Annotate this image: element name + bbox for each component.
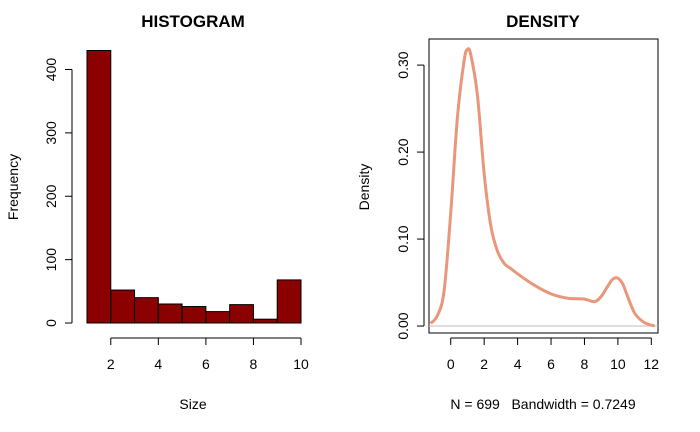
histogram-y-tick-label: 0 — [43, 319, 59, 327]
histogram-bar — [134, 297, 159, 324]
density-x-tick-label: 2 — [480, 356, 488, 372]
histogram-panel: HISTOGRAM Size Frequency 2 4 6 8 10 0 100 200 3… — [5, 12, 309, 412]
histogram-x-tick-label: 6 — [202, 356, 210, 372]
density-y-tick-label: 0.20 — [395, 138, 411, 165]
histogram-x-tick-label: 2 — [107, 356, 115, 372]
density-panel: DENSITY N = 699 Bandwidth = 0.7249 Densi… — [356, 12, 659, 412]
histogram-ylabel: Frequency — [5, 154, 21, 220]
density-ylabel: Density — [356, 164, 372, 211]
density-y-tick-label: 0.30 — [395, 51, 411, 78]
density-x-tick-label: 0 — [447, 356, 455, 372]
density-plot-box — [428, 38, 659, 334]
histogram-y-axis: 0 100 200 300 400 — [43, 58, 73, 327]
density-x-tick-label: 4 — [514, 356, 522, 372]
density-x-tick-label: 10 — [610, 356, 626, 372]
density-x-tick-label: 6 — [547, 356, 555, 372]
histogram-y-tick-label: 300 — [43, 121, 59, 145]
histogram-bar — [276, 279, 302, 324]
histogram-bar — [229, 304, 254, 324]
density-x-tick-label: 8 — [581, 356, 589, 372]
histogram-bar — [181, 306, 207, 324]
density-y-axis: 0.00 0.10 0.20 0.30 — [395, 51, 425, 340]
histogram-x-tick-label: 10 — [293, 356, 309, 372]
histogram-xlabel: Size — [179, 396, 206, 412]
histogram-bar — [157, 303, 183, 324]
density-y-tick-label: 0.00 — [395, 312, 411, 339]
histogram-bars — [86, 50, 302, 324]
histogram-y-tick-label: 100 — [43, 248, 59, 272]
histogram-x-axis: 2 4 6 8 10 — [107, 337, 309, 372]
histogram-x-tick-label: 8 — [250, 356, 258, 372]
histogram-bar — [86, 50, 112, 324]
density-y-tick-label: 0.10 — [395, 225, 411, 252]
density-title: DENSITY — [506, 12, 580, 31]
histogram-bar — [205, 311, 231, 324]
histogram-bar — [252, 318, 278, 324]
density-x-axis: 0 2 4 6 8 10 12 — [447, 337, 660, 372]
histogram-bar — [110, 289, 136, 324]
histogram-title: HISTOGRAM — [141, 12, 245, 31]
histogram-x-tick-label: 4 — [154, 356, 162, 372]
histogram-y-tick-label: 400 — [43, 58, 59, 82]
histogram-y-tick-label: 200 — [43, 184, 59, 208]
density-curve — [429, 47, 655, 328]
density-x-tick-label: 12 — [644, 356, 660, 372]
density-xlabel: N = 699 Bandwidth = 0.7249 — [450, 396, 635, 412]
